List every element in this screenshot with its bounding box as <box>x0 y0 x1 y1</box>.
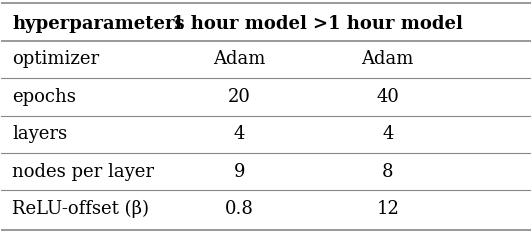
Text: >1 hour model: >1 hour model <box>313 15 463 33</box>
Text: 1 hour model: 1 hour model <box>172 15 307 33</box>
Text: layers: layers <box>12 125 67 143</box>
Text: hyperparameters: hyperparameters <box>12 15 185 33</box>
Text: 12: 12 <box>376 200 399 218</box>
Text: 4: 4 <box>234 125 245 143</box>
Text: 9: 9 <box>234 163 245 181</box>
Text: 0.8: 0.8 <box>225 200 254 218</box>
Text: 20: 20 <box>228 88 251 106</box>
Text: epochs: epochs <box>12 88 76 106</box>
Text: Adam: Adam <box>362 50 414 68</box>
Text: 4: 4 <box>382 125 393 143</box>
Text: nodes per layer: nodes per layer <box>12 163 154 181</box>
Text: optimizer: optimizer <box>12 50 99 68</box>
Text: 40: 40 <box>376 88 399 106</box>
Text: 8: 8 <box>382 163 394 181</box>
Text: ReLU-offset (β): ReLU-offset (β) <box>12 200 149 218</box>
Text: Adam: Adam <box>213 50 265 68</box>
